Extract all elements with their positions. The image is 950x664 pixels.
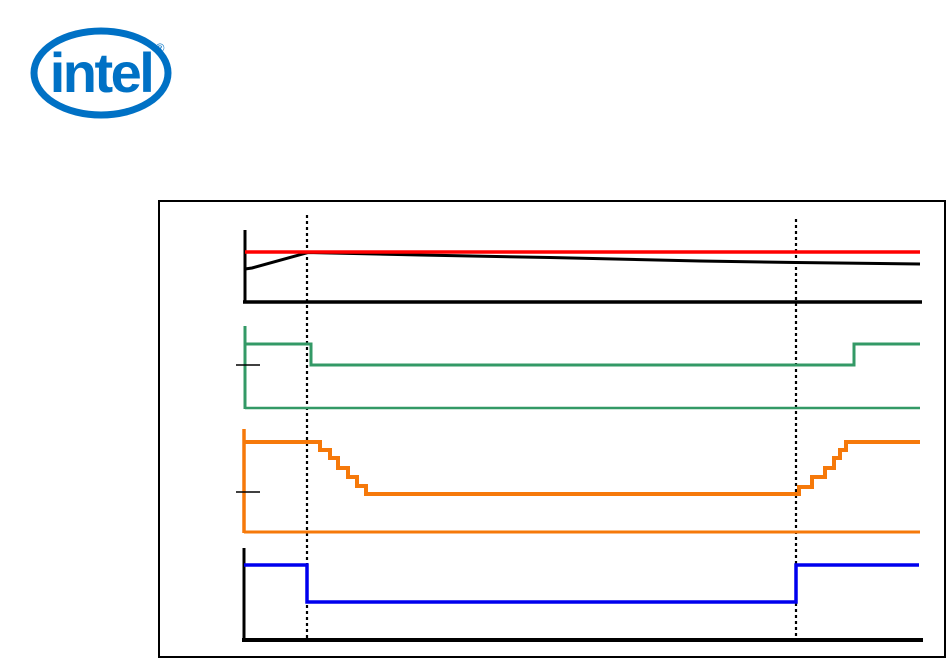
black-signal-curve: [244, 250, 921, 271]
figure-frame: [158, 200, 946, 658]
blue-signal-wave: [244, 563, 919, 604]
intel-logo: intel ®: [30, 27, 172, 119]
intel-logo-text: intel: [50, 41, 153, 104]
registered-trademark: ®: [156, 41, 165, 55]
orange-signal-staircase: [244, 440, 920, 496]
intel-logo-ring: [30, 27, 172, 119]
green-signal-wave: [245, 342, 920, 367]
